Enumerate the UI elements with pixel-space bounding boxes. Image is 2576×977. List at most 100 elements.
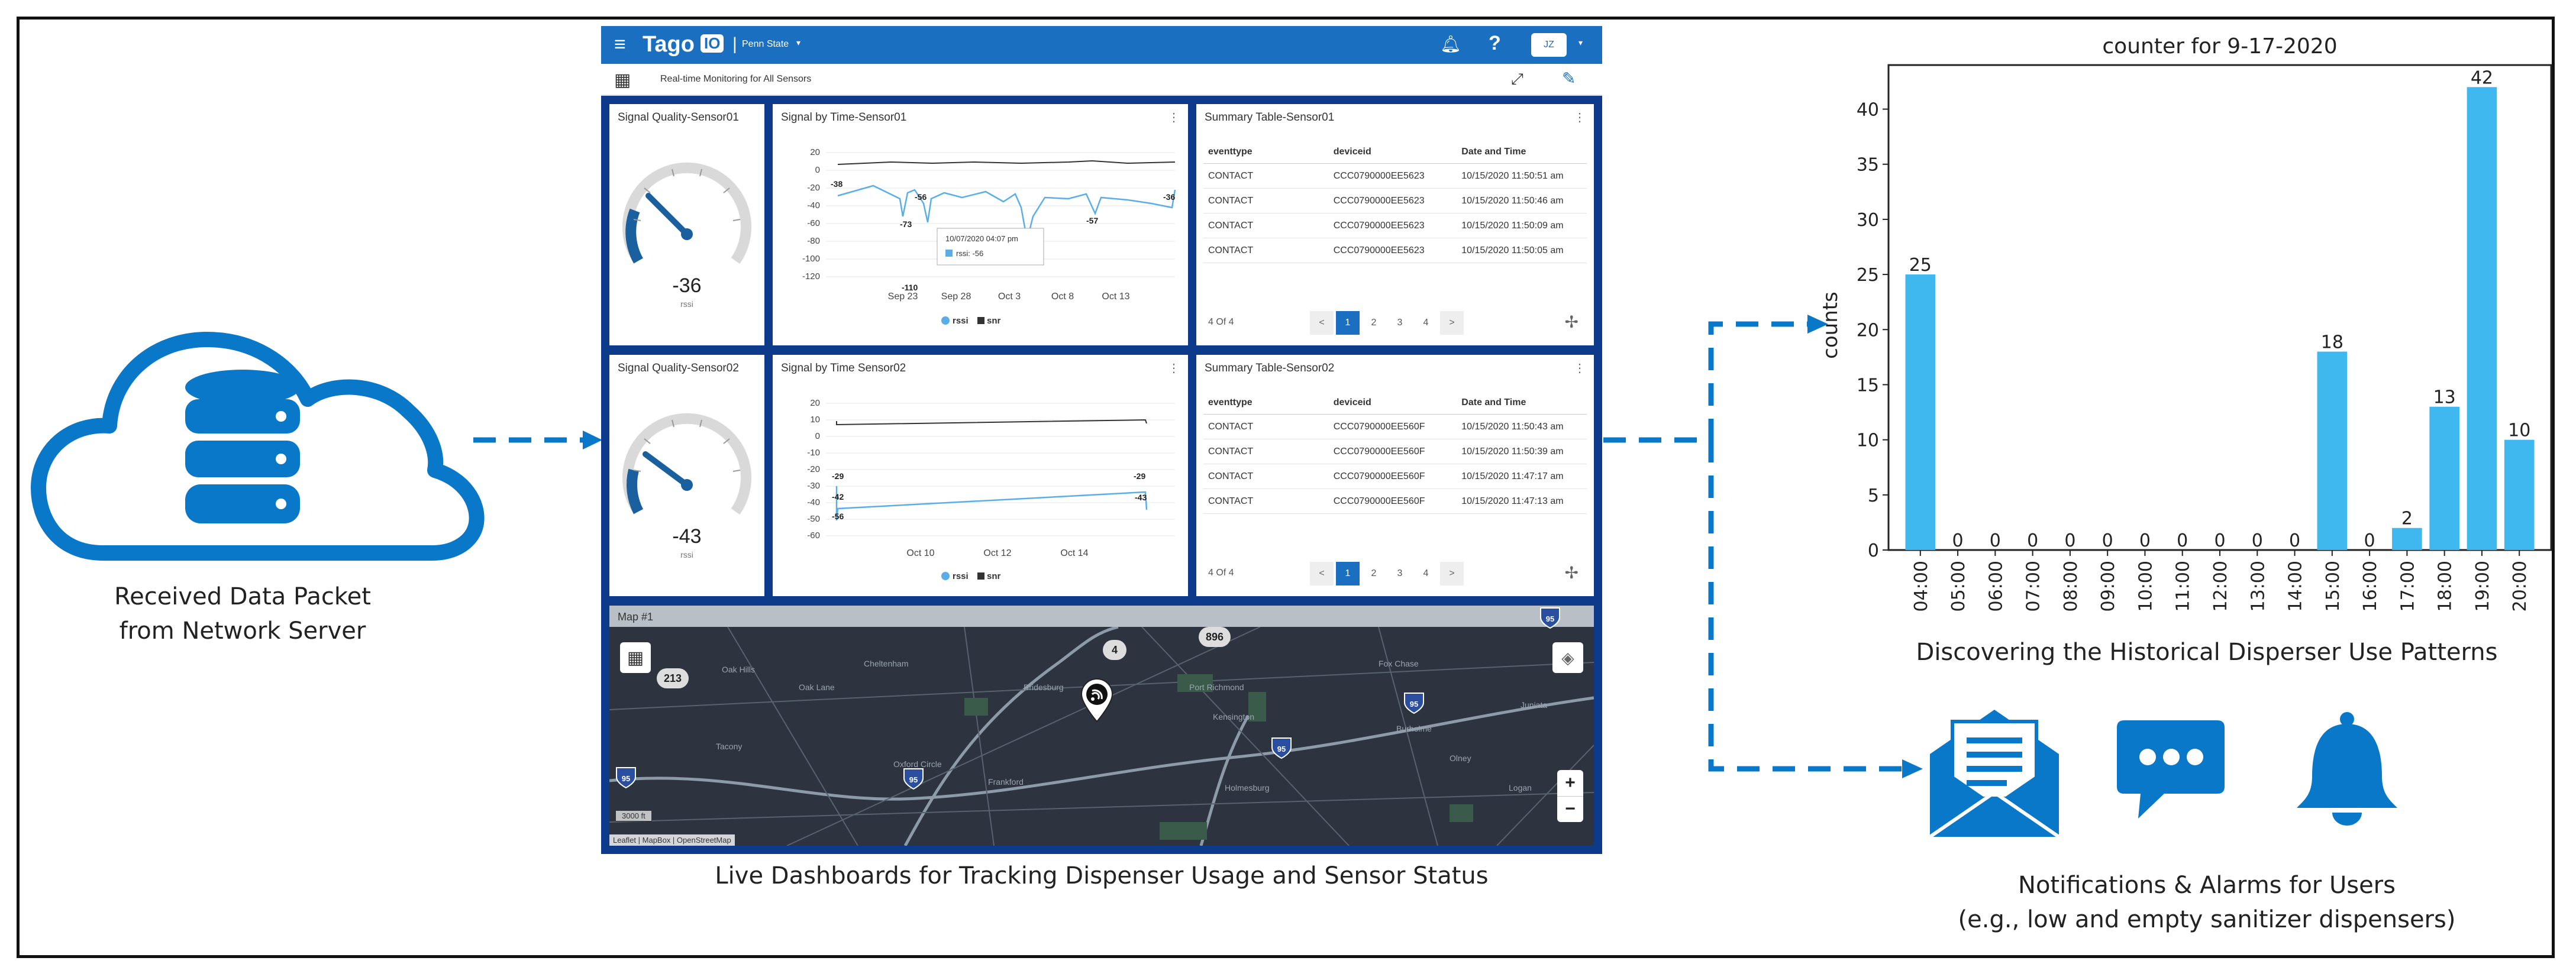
- bar-value-label: 0: [2139, 530, 2151, 551]
- legend-snr: snr: [987, 571, 1001, 581]
- help-icon[interactable]: ?: [1489, 32, 1501, 54]
- bar-value-label: 10: [2508, 420, 2530, 441]
- place-label: Juniata: [1521, 700, 1548, 710]
- table-row: CONTACT CCC0790000EE560F 10/15/2020 11:4…: [1203, 464, 1587, 489]
- bar-value-label: 18: [2321, 332, 2343, 353]
- header-eventtype[interactable]: eventtype: [1208, 147, 1253, 157]
- table-pager: 4 Of 4 < 1 2 3 4 > ✢: [1203, 309, 1587, 335]
- header-datetime[interactable]: Date and Time: [1461, 147, 1526, 157]
- fullscreen-icon[interactable]: ⤢: [1511, 70, 1523, 88]
- x-tick-label: 11:00: [2173, 561, 2194, 612]
- y-tick: -100: [802, 254, 820, 264]
- brand-name: Tago: [643, 32, 695, 57]
- bar-value-label: 0: [2027, 530, 2038, 551]
- bar-19:00: [2467, 87, 2497, 551]
- cloud-database-icon: [31, 332, 485, 561]
- legend-snr-swatch: [977, 317, 984, 324]
- layers-icon[interactable]: ◈: [1552, 642, 1583, 673]
- dashboard-subtitle: Real-time Monitoring for All Sensors: [660, 74, 812, 84]
- edit-icon[interactable]: ✎: [1562, 69, 1576, 88]
- y-tick-label: 10: [1857, 431, 1879, 451]
- cell: 10/15/2020 11:50:39 am: [1461, 446, 1564, 457]
- gauge-title-sensor01: Signal Quality-Sensor01: [618, 111, 739, 124]
- summary-table-sensor01: eventtype deviceid Date and Time CONTACT…: [1203, 141, 1587, 263]
- prev-page-button[interactable]: <: [1310, 311, 1334, 335]
- org-selector[interactable]: Penn State: [742, 39, 789, 49]
- chart-ylabel: counts: [1819, 292, 1842, 359]
- header-deviceid[interactable]: deviceid: [1333, 147, 1371, 157]
- table-title-sensor02: Summary Table-Sensor02: [1205, 362, 1335, 374]
- page-button-4[interactable]: 4: [1423, 568, 1429, 578]
- table-row: CONTACT CCC0790000EE5623 10/15/2020 11:5…: [1203, 189, 1587, 213]
- legend-rssi: rssi: [953, 571, 969, 581]
- grid-icon[interactable]: ▦: [614, 70, 631, 90]
- page-button-4[interactable]: 4: [1423, 318, 1429, 328]
- point-label: -57: [1086, 216, 1098, 225]
- bar-value-label: 42: [2471, 67, 2493, 88]
- kebab-menu-icon[interactable]: ⋮: [1574, 111, 1586, 124]
- add-icon[interactable]: ✢: [1564, 313, 1578, 331]
- x-tick: Oct 8: [1051, 292, 1074, 302]
- chevron-down-icon[interactable]: ▾: [796, 38, 801, 47]
- prev-page-button[interactable]: <: [1310, 562, 1334, 585]
- page-button-1[interactable]: 1: [1336, 562, 1360, 585]
- map-card[interactable]: Map #1 Oak Hills Oak Lane Cheltenham Tac…: [609, 606, 1594, 846]
- header-deviceid[interactable]: deviceid: [1333, 397, 1371, 407]
- sensor-marker-icon[interactable]: [1079, 678, 1115, 723]
- add-icon[interactable]: ✢: [1564, 564, 1578, 582]
- next-page-button[interactable]: >: [1440, 311, 1464, 335]
- place-label: Logan: [1509, 783, 1532, 792]
- bar-value-label: 0: [1952, 530, 1964, 551]
- bar-value-label: 0: [2102, 530, 2113, 551]
- cell: CCC0790000EE5623: [1333, 170, 1425, 181]
- bell-small-icon[interactable]: 🔔︎: [1440, 35, 1461, 53]
- y-tick: -30: [807, 481, 820, 491]
- cell: CONTACT: [1208, 220, 1254, 231]
- menu-icon[interactable]: ≡: [614, 33, 626, 56]
- y-tick: 0: [815, 165, 820, 175]
- cell: CCC0790000EE5623: [1333, 220, 1425, 231]
- user-chevron-icon[interactable]: ▾: [1578, 38, 1583, 47]
- page-button-3[interactable]: 3: [1397, 318, 1403, 328]
- header-eventtype[interactable]: eventtype: [1208, 397, 1253, 407]
- y-tick-label: 40: [1857, 100, 1879, 121]
- zoom-out-button[interactable]: −: [1565, 799, 1576, 819]
- place-label: Fox Chase: [1379, 659, 1419, 668]
- bar-value-label: 0: [2064, 530, 2075, 551]
- kebab-menu-icon[interactable]: ⋮: [1574, 362, 1586, 375]
- x-tick-label: 06:00: [1986, 561, 2006, 612]
- line-chart-sensor01: 20 0 -20 -40 -60 -80 -100 -120 -38 -73 -…: [802, 147, 1176, 326]
- interstate-shield-icon: 95: [903, 768, 924, 790]
- page-button-2[interactable]: 2: [1371, 568, 1377, 578]
- tooltip-swatch: [945, 250, 953, 257]
- map-title: Map #1: [618, 611, 654, 623]
- page-button-3[interactable]: 3: [1397, 568, 1403, 578]
- place-label: Holmesburg: [1225, 783, 1270, 792]
- x-tick-label: 09:00: [2098, 561, 2119, 612]
- kebab-menu-icon[interactable]: ⋮: [1168, 362, 1180, 375]
- x-tick: Oct 13: [1102, 292, 1129, 302]
- calendar-icon[interactable]: ▦: [620, 642, 651, 673]
- page-button-2[interactable]: 2: [1371, 318, 1377, 328]
- user-avatar[interactable]: JZ: [1531, 33, 1567, 57]
- place-label: Port Richmond: [1189, 682, 1244, 692]
- cell: 10/15/2020 11:50:46 am: [1461, 195, 1564, 206]
- cell: CONTACT: [1208, 446, 1254, 457]
- legend-snr-swatch: [977, 572, 984, 580]
- place-label: Tacony: [716, 742, 743, 751]
- page-button-1[interactable]: 1: [1336, 311, 1360, 335]
- tooltip-box: [937, 228, 1044, 266]
- next-page-button[interactable]: >: [1440, 562, 1464, 585]
- place-label: Bridesburg: [1024, 682, 1064, 692]
- point-label: -43: [1135, 493, 1147, 502]
- kebab-menu-icon[interactable]: ⋮: [1168, 111, 1180, 124]
- dashboard-caption: Live Dashboards for Tracking Dispenser U…: [715, 862, 1489, 889]
- map-attribution[interactable]: Leaflet | MapBox | OpenStreetMap: [609, 834, 735, 846]
- zoom-in-button[interactable]: +: [1557, 770, 1583, 797]
- map-roads: [609, 627, 1594, 846]
- table-row: CONTACT CCC0790000EE5623 10/15/2020 11:5…: [1203, 238, 1587, 263]
- bell-icon: [2297, 712, 2397, 826]
- header-datetime[interactable]: Date and Time: [1461, 397, 1526, 407]
- point-label: -56: [915, 192, 927, 202]
- y-tick-label: 5: [1868, 486, 1879, 506]
